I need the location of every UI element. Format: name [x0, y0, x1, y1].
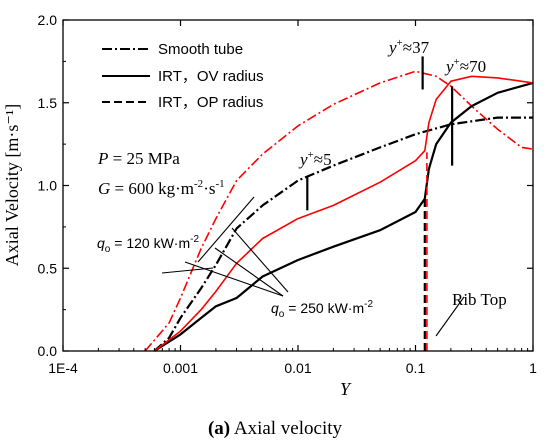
- arrow-rib-top: [435, 296, 465, 337]
- q120-label: qo = 120 kW·m-2: [97, 234, 199, 255]
- series-line-0: [153, 116, 533, 352]
- series-line-2: [153, 81, 534, 352]
- arrow-q120-to-red: [197, 196, 255, 263]
- legend-label-op: IRT，OP radius: [158, 94, 263, 111]
- y-tick-label: 1.5: [38, 95, 58, 111]
- legend-label-ov: IRT，OV radius: [158, 68, 264, 85]
- yplus-37-label: y+≈37: [387, 37, 430, 57]
- x-axis-label: Y: [340, 379, 352, 399]
- series-line-1: [144, 70, 534, 352]
- y-axis-label: Axial Velocity [m·s⁻¹]: [2, 104, 22, 267]
- y-tick-label: 0.5: [38, 260, 58, 276]
- caption: (a) Axial velocity: [208, 418, 343, 439]
- series-layer: [144, 70, 534, 352]
- legend: Smooth tube IRT，OV radius IRT，OP radius: [102, 41, 264, 111]
- y-tick-label: 0.0: [38, 343, 58, 359]
- axes-layer: 1E-4 0.001 0.01 0.1 1 0.0 0.5 1.0 1.5 2.0: [38, 12, 538, 376]
- y-tick-label: 1.0: [38, 178, 58, 194]
- x-tick-label: 0.01: [284, 360, 311, 376]
- x-tick-label: 0.001: [163, 360, 198, 376]
- mass-flux-condition: G = 600 kg·m-2·s-1: [98, 178, 225, 198]
- y-tick-label: 2.0: [38, 12, 58, 28]
- yplus-70-label: y+≈70: [444, 56, 486, 76]
- x-tick-label: 1: [529, 360, 537, 376]
- legend-label-smooth: Smooth tube: [158, 41, 243, 58]
- series-line-3: [153, 75, 534, 352]
- rib-top-label: Rib Top: [452, 290, 507, 309]
- pressure-condition: P = 25 MPa: [97, 149, 180, 168]
- x-tick-label: 0.1: [406, 360, 426, 376]
- arrow-q250-to-red: [214, 247, 284, 297]
- marker-layer: [306, 56, 454, 211]
- x-tick-label: 1E-4: [48, 360, 78, 376]
- arrow-layer: [161, 196, 465, 337]
- arrow-q250-to-black-2: [184, 261, 284, 297]
- yplus-5-label: y+≈5: [298, 149, 332, 169]
- q250-label: qo = 250 kW·m-2: [271, 299, 373, 320]
- arrow-q250-to-black: [231, 227, 289, 293]
